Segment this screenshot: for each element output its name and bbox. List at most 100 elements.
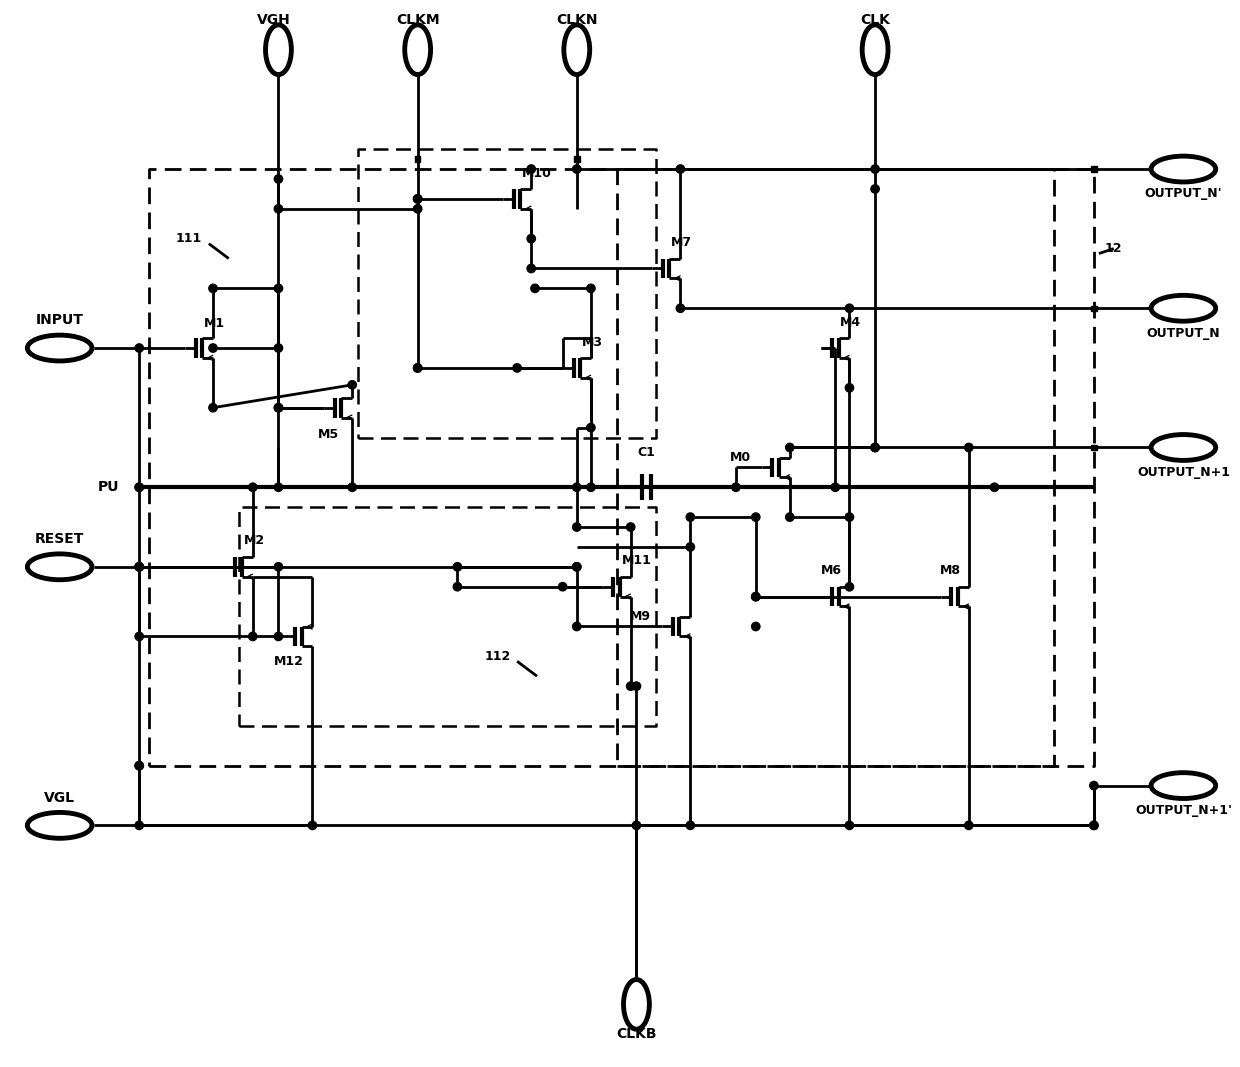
Circle shape <box>632 682 641 690</box>
Circle shape <box>348 483 356 492</box>
Circle shape <box>991 483 998 492</box>
Circle shape <box>751 513 760 522</box>
Text: 112: 112 <box>484 650 511 663</box>
Circle shape <box>413 205 422 213</box>
Circle shape <box>1090 781 1099 790</box>
Bar <box>415 157 420 162</box>
Circle shape <box>309 822 316 829</box>
Circle shape <box>965 443 973 451</box>
Circle shape <box>846 822 853 829</box>
Ellipse shape <box>564 25 590 75</box>
Circle shape <box>454 562 461 571</box>
Circle shape <box>573 523 582 531</box>
Circle shape <box>527 235 536 243</box>
Circle shape <box>573 622 582 631</box>
Text: OUTPUT_N+1': OUTPUT_N+1' <box>1135 803 1231 817</box>
Circle shape <box>1090 822 1099 829</box>
Circle shape <box>587 483 595 492</box>
Ellipse shape <box>1151 434 1215 460</box>
Circle shape <box>135 344 144 352</box>
Circle shape <box>732 483 740 492</box>
Circle shape <box>527 165 536 173</box>
Circle shape <box>870 185 879 193</box>
Ellipse shape <box>1151 296 1215 321</box>
Text: M10: M10 <box>522 166 552 179</box>
Circle shape <box>573 562 582 571</box>
Circle shape <box>274 633 283 640</box>
Text: M0: M0 <box>729 451 750 464</box>
Circle shape <box>632 822 641 829</box>
Circle shape <box>135 762 144 770</box>
Circle shape <box>413 194 422 203</box>
Circle shape <box>135 822 144 829</box>
Circle shape <box>135 562 144 571</box>
Circle shape <box>527 265 536 273</box>
Ellipse shape <box>862 25 888 75</box>
Circle shape <box>413 364 422 372</box>
Circle shape <box>870 443 879 451</box>
Text: OUTPUT_N': OUTPUT_N' <box>1145 188 1223 201</box>
Circle shape <box>587 284 595 292</box>
Ellipse shape <box>1151 773 1215 798</box>
Circle shape <box>248 633 257 640</box>
Ellipse shape <box>624 980 650 1030</box>
Bar <box>1091 305 1096 310</box>
Bar <box>1091 445 1096 450</box>
Text: M3: M3 <box>582 335 603 349</box>
Text: OUTPUT_N: OUTPUT_N <box>1147 327 1220 339</box>
Circle shape <box>846 513 853 522</box>
Text: CLKN: CLKN <box>556 13 598 27</box>
Circle shape <box>870 443 879 451</box>
Circle shape <box>846 304 853 313</box>
Text: INPUT: INPUT <box>36 314 83 328</box>
Circle shape <box>558 583 567 591</box>
Text: PU: PU <box>98 480 119 494</box>
Circle shape <box>248 483 257 492</box>
Text: M1: M1 <box>203 317 224 330</box>
Circle shape <box>274 284 283 292</box>
Text: CLK: CLK <box>861 13 890 27</box>
Text: OUTPUT_N+1: OUTPUT_N+1 <box>1137 466 1230 479</box>
Text: 111: 111 <box>176 233 202 245</box>
Circle shape <box>348 381 356 389</box>
Text: VGH: VGH <box>257 13 290 27</box>
Bar <box>1091 166 1096 172</box>
Text: M7: M7 <box>671 236 692 249</box>
Ellipse shape <box>404 25 430 75</box>
Circle shape <box>573 165 582 173</box>
Circle shape <box>786 443 794 451</box>
Text: VGL: VGL <box>45 791 76 805</box>
Circle shape <box>1090 822 1099 829</box>
Circle shape <box>274 344 283 352</box>
Circle shape <box>135 483 144 492</box>
Circle shape <box>587 424 595 432</box>
Circle shape <box>573 483 582 492</box>
Circle shape <box>274 483 283 492</box>
Ellipse shape <box>27 812 92 839</box>
Circle shape <box>831 483 839 492</box>
Circle shape <box>965 822 973 829</box>
Text: 12: 12 <box>1105 242 1122 255</box>
Circle shape <box>208 403 217 412</box>
Circle shape <box>413 364 422 372</box>
Bar <box>574 157 579 162</box>
Circle shape <box>626 523 635 531</box>
Circle shape <box>751 592 760 601</box>
Circle shape <box>454 583 461 591</box>
Circle shape <box>208 344 217 352</box>
Ellipse shape <box>27 554 92 579</box>
Circle shape <box>626 682 635 690</box>
Circle shape <box>686 822 694 829</box>
Text: M6: M6 <box>821 564 842 577</box>
Circle shape <box>274 205 283 213</box>
Circle shape <box>686 543 694 551</box>
Circle shape <box>870 165 879 173</box>
Circle shape <box>531 284 539 292</box>
Circle shape <box>135 562 144 571</box>
Circle shape <box>208 284 217 292</box>
Circle shape <box>135 562 144 571</box>
Text: CLKM: CLKM <box>396 13 439 27</box>
Circle shape <box>786 513 794 522</box>
Text: C1: C1 <box>637 446 655 459</box>
Text: M11: M11 <box>621 555 651 568</box>
